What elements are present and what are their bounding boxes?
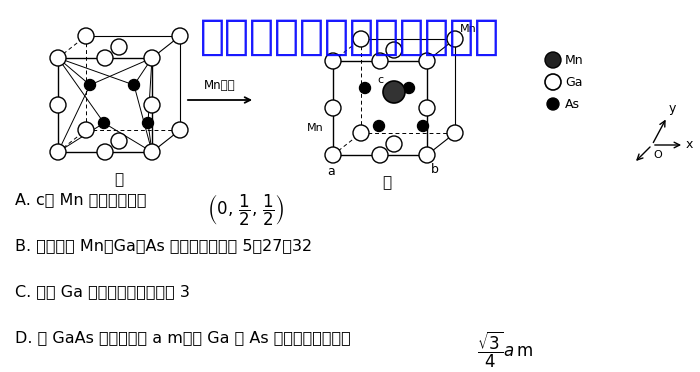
Text: O: O (653, 150, 662, 160)
Circle shape (417, 121, 428, 131)
Circle shape (144, 97, 160, 113)
Text: $\dfrac{\sqrt{3}}{4}a\,\mathrm{m}$: $\dfrac{\sqrt{3}}{4}a\,\mathrm{m}$ (477, 330, 533, 370)
Circle shape (325, 53, 341, 69)
Text: Mn掺杂: Mn掺杂 (204, 79, 236, 92)
Text: Mn: Mn (565, 54, 584, 67)
Circle shape (386, 136, 402, 152)
Circle shape (325, 100, 341, 116)
Text: b: b (431, 163, 439, 176)
Circle shape (419, 53, 435, 69)
Circle shape (447, 31, 463, 47)
Text: Ga: Ga (565, 76, 582, 89)
Circle shape (325, 147, 341, 163)
Text: a: a (327, 165, 335, 178)
Text: 乙: 乙 (382, 175, 391, 190)
Circle shape (547, 98, 559, 110)
Text: c: c (377, 75, 383, 85)
Circle shape (403, 83, 414, 93)
Text: 微信公众号关注：趣找答案: 微信公众号关注：趣找答案 (200, 16, 500, 58)
Circle shape (419, 100, 435, 116)
Circle shape (78, 28, 94, 44)
Text: $\left(0,\,\dfrac{1}{2},\,\dfrac{1}{2}\right)$: $\left(0,\,\dfrac{1}{2},\,\dfrac{1}{2}\r… (207, 193, 285, 228)
Circle shape (97, 50, 113, 66)
Circle shape (111, 39, 127, 55)
Circle shape (50, 50, 66, 66)
Text: Mn: Mn (307, 123, 323, 133)
Text: x: x (686, 138, 694, 151)
Circle shape (383, 81, 405, 103)
Circle shape (360, 83, 370, 93)
Circle shape (172, 122, 188, 138)
Circle shape (78, 122, 94, 138)
Text: 甲: 甲 (114, 172, 124, 187)
Circle shape (353, 31, 369, 47)
Circle shape (129, 80, 139, 90)
Circle shape (85, 80, 95, 90)
Circle shape (50, 144, 66, 160)
Circle shape (99, 118, 109, 128)
Text: D. 若 GaAs 晶胞参数为 a m，则 Ga 和 As 之间的最短距离为: D. 若 GaAs 晶胞参数为 a m，则 Ga 和 As 之间的最短距离为 (15, 330, 351, 345)
Circle shape (372, 147, 388, 163)
Text: y: y (669, 102, 676, 115)
Circle shape (144, 144, 160, 160)
Circle shape (144, 50, 160, 66)
Circle shape (419, 147, 435, 163)
Circle shape (97, 144, 113, 160)
Circle shape (447, 125, 463, 141)
Text: B. 晶体乙中 Mn、Ga、As 的原子个数比为 5：27：32: B. 晶体乙中 Mn、Ga、As 的原子个数比为 5：27：32 (15, 238, 312, 253)
Text: C. 基态 Ga 原子未成对电子数为 3: C. 基态 Ga 原子未成对电子数为 3 (15, 284, 190, 299)
Circle shape (545, 74, 561, 90)
Circle shape (372, 53, 388, 69)
Circle shape (50, 97, 66, 113)
Text: Mn: Mn (460, 24, 477, 34)
Circle shape (374, 121, 384, 131)
Circle shape (545, 52, 561, 68)
Circle shape (111, 133, 127, 149)
Text: A. c点 Mn 的原子坐标为: A. c点 Mn 的原子坐标为 (15, 192, 146, 207)
Circle shape (353, 125, 369, 141)
Circle shape (386, 42, 402, 58)
Text: As: As (565, 97, 580, 110)
Circle shape (143, 118, 153, 128)
Circle shape (172, 28, 188, 44)
